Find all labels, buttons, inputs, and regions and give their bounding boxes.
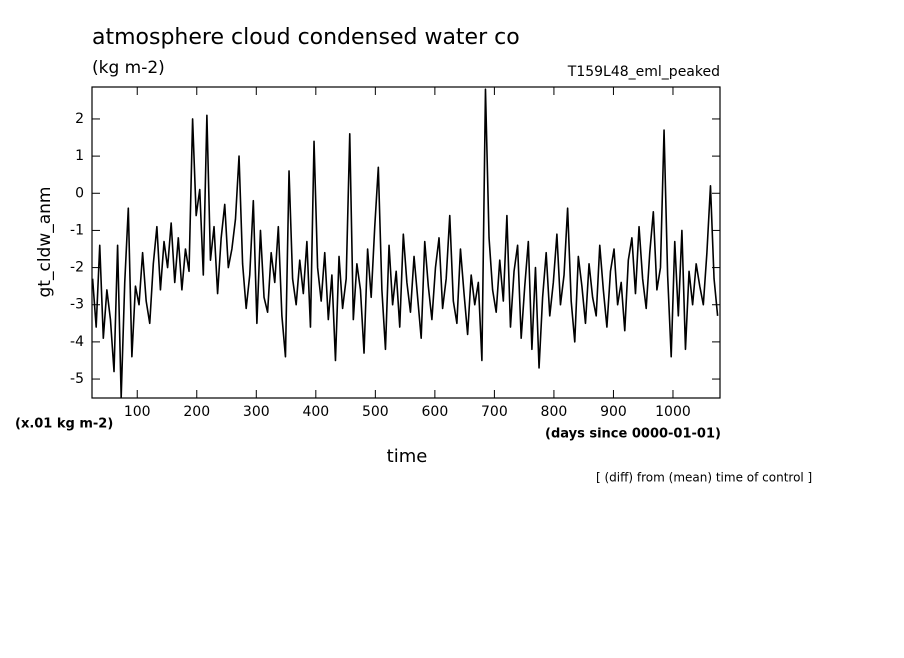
- x-tick-label: 200: [183, 404, 210, 420]
- y-tick-label: -5: [70, 371, 84, 387]
- y-tick-label: -4: [70, 334, 84, 350]
- x-tick-label: 300: [243, 404, 270, 420]
- x-units: (days since 0000-01-01): [545, 427, 721, 442]
- chart-title: atmosphere cloud condensed water co: [92, 25, 520, 50]
- x-tick-label: 100: [124, 404, 151, 420]
- y-tick-label: -1: [70, 222, 84, 238]
- x-tick-label: 400: [302, 404, 329, 420]
- plot-frame: [91, 86, 721, 399]
- x-axis-label: time: [387, 446, 428, 467]
- y-axis-label: gt_cldw_anm: [35, 187, 55, 298]
- x-tick-label: 1000: [655, 404, 691, 420]
- x-tick-label: 900: [600, 404, 627, 420]
- y-tick-label: 1: [75, 148, 84, 164]
- x-tick-label: 500: [362, 404, 389, 420]
- chart-subtitle: (kg m-2): [92, 58, 165, 78]
- x-tick-label: 800: [541, 404, 568, 420]
- y-tick-label: 2: [75, 111, 84, 127]
- y-tick-label: -2: [70, 260, 84, 276]
- y-tick-label: -3: [70, 297, 84, 313]
- y-tick-label: 0: [75, 185, 84, 201]
- data-line: [91, 88, 719, 399]
- y-units: (x.01 kg m-2): [15, 417, 113, 432]
- footnote: [ (diff) from (mean) time of control ]: [596, 471, 812, 485]
- annotation: T159L48_eml_peaked: [567, 64, 720, 80]
- x-tick-label: 700: [481, 404, 508, 420]
- x-tick-label: 600: [422, 404, 449, 420]
